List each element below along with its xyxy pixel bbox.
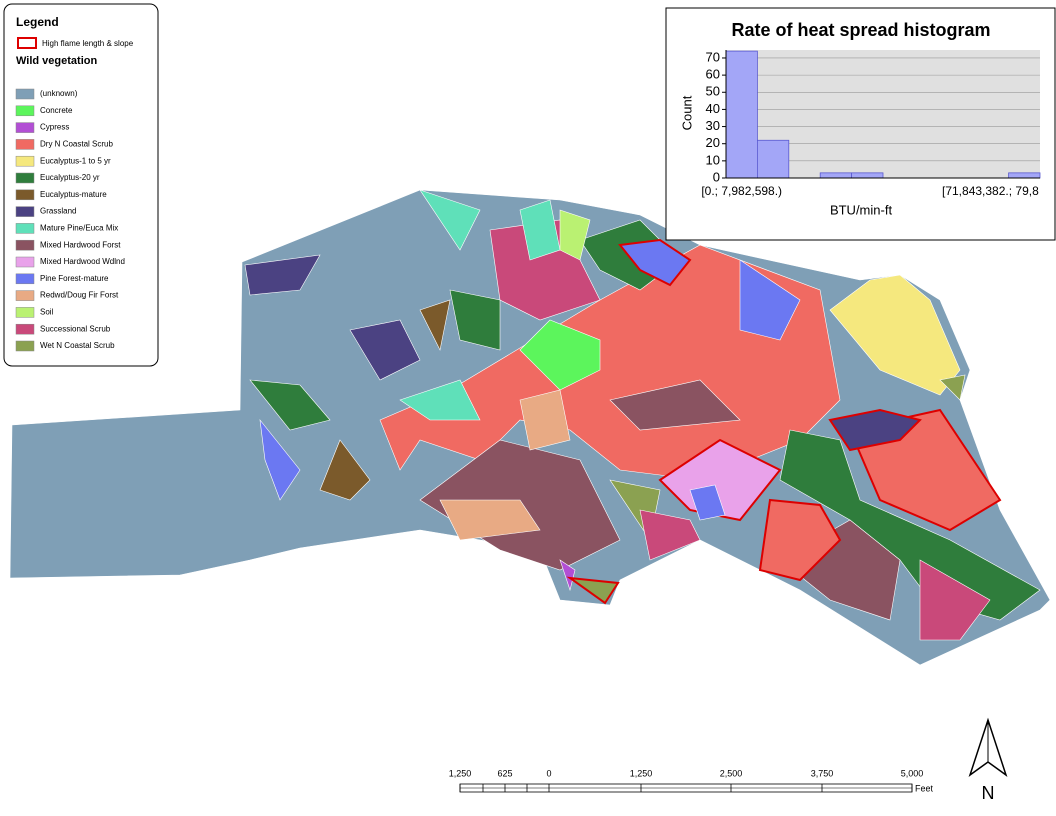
legend-label: (unknown) bbox=[40, 89, 78, 98]
legend-label: Concrete bbox=[40, 106, 73, 115]
y-axis-label: Count bbox=[679, 95, 694, 130]
region bbox=[618, 238, 692, 287]
legend-swatch bbox=[15, 307, 35, 318]
legend-label: Soil bbox=[40, 308, 54, 317]
region bbox=[519, 389, 571, 451]
legend-label: Wet N Coastal Scrub bbox=[40, 341, 115, 350]
legend-label: Cypress bbox=[40, 123, 69, 132]
highlight-swatch bbox=[17, 37, 37, 49]
legend-swatch bbox=[15, 88, 35, 100]
legend-swatch bbox=[15, 139, 35, 150]
legend-swatch bbox=[15, 155, 35, 167]
legend-label: Grassland bbox=[40, 207, 76, 216]
region bbox=[689, 484, 726, 521]
legend-label: Eucalyptus-1 to 5 yr bbox=[40, 156, 111, 165]
region bbox=[919, 559, 991, 641]
legend-swatch bbox=[15, 239, 35, 251]
legend-swatch bbox=[15, 122, 35, 133]
legend-swatch bbox=[15, 290, 35, 301]
region bbox=[399, 379, 481, 421]
legend-label: Eucalyptus-20 yr bbox=[40, 173, 100, 182]
region bbox=[939, 374, 966, 401]
legend-label: Mixed Hardwood Wdlnd bbox=[40, 257, 125, 266]
x-tick-label: [0.; 7,982,598.) bbox=[701, 184, 782, 198]
histogram-title: Rate of heat spread histogram bbox=[731, 20, 990, 40]
region bbox=[249, 379, 331, 431]
bar bbox=[1008, 172, 1041, 179]
region bbox=[609, 379, 741, 431]
region bbox=[519, 319, 601, 391]
region bbox=[739, 259, 801, 341]
x-axis-label: BTU/min-ft bbox=[830, 202, 893, 217]
bar bbox=[819, 172, 853, 179]
y-tick-label: 0 bbox=[713, 169, 720, 184]
y-tick-label: 30 bbox=[706, 118, 720, 133]
region bbox=[439, 499, 541, 541]
region bbox=[658, 438, 782, 522]
scale-label: 3,750 bbox=[811, 768, 834, 778]
region bbox=[828, 408, 922, 452]
histogram-panel: Rate of heat spread histogram Count BTU/… bbox=[665, 7, 1056, 241]
region bbox=[244, 254, 321, 296]
y-tick-label: 70 bbox=[706, 49, 720, 64]
legend-label: Eucalyptus-mature bbox=[40, 190, 107, 199]
y-tick-label: 20 bbox=[706, 135, 720, 150]
region bbox=[259, 418, 301, 501]
y-tick-label: 50 bbox=[706, 84, 720, 99]
scale-label: 625 bbox=[497, 768, 512, 778]
legend-label: Mature Pine/Euca Mix bbox=[40, 224, 118, 233]
legend-group-title: Wild vegetation bbox=[16, 55, 97, 67]
region bbox=[559, 209, 591, 261]
vegetation-map bbox=[9, 189, 1051, 666]
north-arrow: N bbox=[968, 717, 1008, 803]
legend-swatch bbox=[15, 256, 35, 268]
legend: Legend High flame length & slope Wild ve… bbox=[3, 3, 159, 367]
legend-title: Legend bbox=[16, 15, 59, 29]
scale-labels: 1,250 625 0 1,250 2,500 3,750 5,000 bbox=[449, 768, 924, 792]
region bbox=[758, 498, 842, 582]
legend-label: Mixed Hardwood Forst bbox=[40, 240, 121, 249]
legend-label: High flame length & slope bbox=[42, 39, 134, 48]
legend-label: Pine Forest-mature bbox=[40, 274, 109, 283]
region bbox=[449, 289, 501, 351]
region bbox=[349, 319, 421, 381]
y-tick-label: 40 bbox=[706, 101, 720, 116]
legend-box bbox=[3, 3, 159, 367]
region bbox=[319, 439, 371, 501]
histogram: 0 10 20 30 40 50 60 70 [0.; 7,982,598.) [71,843,3… bbox=[701, 49, 1041, 198]
scale-label: 1,250 bbox=[449, 768, 472, 778]
bar bbox=[851, 172, 884, 179]
bar bbox=[757, 139, 790, 179]
legend-items: (unknown) Concrete Cypress Dry N Coastal Sc… bbox=[15, 88, 125, 352]
legend-swatch bbox=[15, 223, 35, 234]
scale-label: 1,250 bbox=[630, 768, 653, 778]
legend-swatch bbox=[15, 206, 35, 217]
region bbox=[779, 429, 1041, 621]
legend-swatch bbox=[15, 273, 35, 285]
legend-label: Redwd/Doug Fir Forst bbox=[40, 291, 119, 300]
scale-label: 2,500 bbox=[720, 768, 743, 778]
bar bbox=[725, 50, 758, 179]
y-tick-label: 60 bbox=[706, 67, 720, 82]
region bbox=[419, 189, 481, 251]
legend-swatch bbox=[15, 172, 35, 184]
region bbox=[639, 509, 701, 561]
scale-label: 5,000 bbox=[901, 768, 924, 778]
region bbox=[566, 576, 620, 605]
scale-unit: Feet bbox=[915, 783, 934, 793]
north-label: N bbox=[982, 783, 995, 803]
y-tick-label: 10 bbox=[706, 152, 720, 167]
legend-swatch bbox=[15, 323, 35, 335]
scale-label: 0 bbox=[546, 768, 551, 778]
legend-swatch bbox=[15, 340, 35, 352]
x-tick-label: [71,843,382.; 79,8 bbox=[942, 184, 1039, 198]
region bbox=[829, 274, 961, 396]
legend-swatch bbox=[15, 105, 35, 117]
scale-bar: 1,250 625 0 1,250 2,500 3,750 5,000 Feet bbox=[449, 768, 934, 793]
legend-label: Dry N Coastal Scrub bbox=[40, 140, 113, 149]
region bbox=[419, 299, 451, 351]
legend-swatch bbox=[15, 189, 35, 201]
legend-label: Successional Scrub bbox=[40, 324, 111, 333]
